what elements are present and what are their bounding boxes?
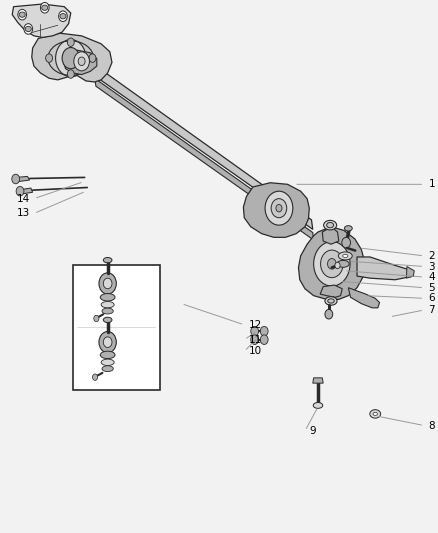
Text: 1: 1 [428, 179, 435, 189]
Circle shape [59, 11, 67, 21]
Text: 12: 12 [249, 320, 262, 330]
Circle shape [271, 199, 287, 217]
Ellipse shape [103, 257, 112, 263]
Circle shape [56, 39, 86, 77]
Text: 5: 5 [428, 282, 435, 293]
Polygon shape [322, 228, 339, 244]
Circle shape [314, 241, 350, 286]
Circle shape [16, 187, 24, 196]
Text: 14: 14 [16, 193, 30, 204]
Ellipse shape [102, 308, 113, 314]
Circle shape [260, 326, 268, 336]
Circle shape [99, 332, 117, 353]
Ellipse shape [339, 252, 352, 260]
Text: 6: 6 [428, 293, 435, 303]
Polygon shape [298, 227, 365, 300]
Text: 9: 9 [309, 426, 316, 436]
Polygon shape [95, 65, 313, 229]
Polygon shape [32, 33, 112, 82]
Text: 8: 8 [428, 421, 435, 431]
Ellipse shape [42, 5, 48, 11]
Text: 4: 4 [428, 272, 435, 282]
Ellipse shape [100, 351, 115, 359]
Circle shape [260, 335, 268, 344]
Ellipse shape [100, 294, 115, 301]
Polygon shape [320, 285, 342, 297]
Polygon shape [95, 78, 314, 240]
Bar [73, 265, 160, 390]
Text: 11: 11 [249, 335, 262, 345]
Circle shape [251, 326, 258, 336]
Ellipse shape [25, 26, 31, 31]
Circle shape [18, 10, 27, 20]
Text: 2: 2 [428, 251, 435, 261]
Polygon shape [12, 4, 71, 37]
Circle shape [24, 23, 32, 34]
Ellipse shape [327, 222, 334, 228]
Circle shape [67, 70, 74, 78]
Ellipse shape [325, 297, 337, 305]
Circle shape [89, 54, 96, 62]
Circle shape [99, 273, 117, 294]
Ellipse shape [343, 254, 348, 257]
Ellipse shape [337, 261, 349, 267]
Circle shape [46, 54, 53, 62]
Polygon shape [64, 50, 97, 75]
Text: 10: 10 [249, 346, 262, 357]
Polygon shape [348, 288, 380, 308]
Ellipse shape [328, 299, 334, 303]
Circle shape [265, 191, 293, 225]
Circle shape [342, 237, 350, 248]
Circle shape [78, 57, 85, 66]
Circle shape [328, 259, 336, 269]
Circle shape [67, 38, 74, 46]
Polygon shape [244, 183, 309, 237]
Circle shape [321, 250, 343, 278]
Circle shape [276, 205, 282, 212]
Ellipse shape [370, 410, 381, 418]
Text: 13: 13 [16, 208, 30, 219]
Circle shape [92, 374, 98, 381]
Circle shape [40, 3, 49, 13]
Ellipse shape [101, 359, 114, 366]
Circle shape [325, 310, 333, 319]
Circle shape [94, 316, 99, 321]
Ellipse shape [101, 302, 114, 308]
Polygon shape [406, 266, 414, 278]
Polygon shape [17, 176, 30, 182]
Ellipse shape [102, 366, 113, 372]
Circle shape [251, 335, 258, 344]
Ellipse shape [103, 317, 112, 322]
Text: 7: 7 [428, 305, 435, 315]
Circle shape [103, 337, 112, 348]
Polygon shape [313, 378, 323, 383]
Circle shape [12, 174, 20, 184]
Ellipse shape [313, 402, 323, 408]
Ellipse shape [324, 220, 337, 230]
Ellipse shape [344, 225, 352, 231]
Ellipse shape [19, 12, 25, 17]
Circle shape [62, 47, 79, 69]
Polygon shape [21, 188, 32, 194]
Circle shape [74, 52, 89, 71]
Circle shape [103, 278, 112, 289]
Ellipse shape [60, 13, 66, 19]
Polygon shape [357, 257, 413, 280]
Text: 3: 3 [428, 262, 435, 271]
Circle shape [335, 262, 340, 269]
Ellipse shape [373, 413, 378, 416]
